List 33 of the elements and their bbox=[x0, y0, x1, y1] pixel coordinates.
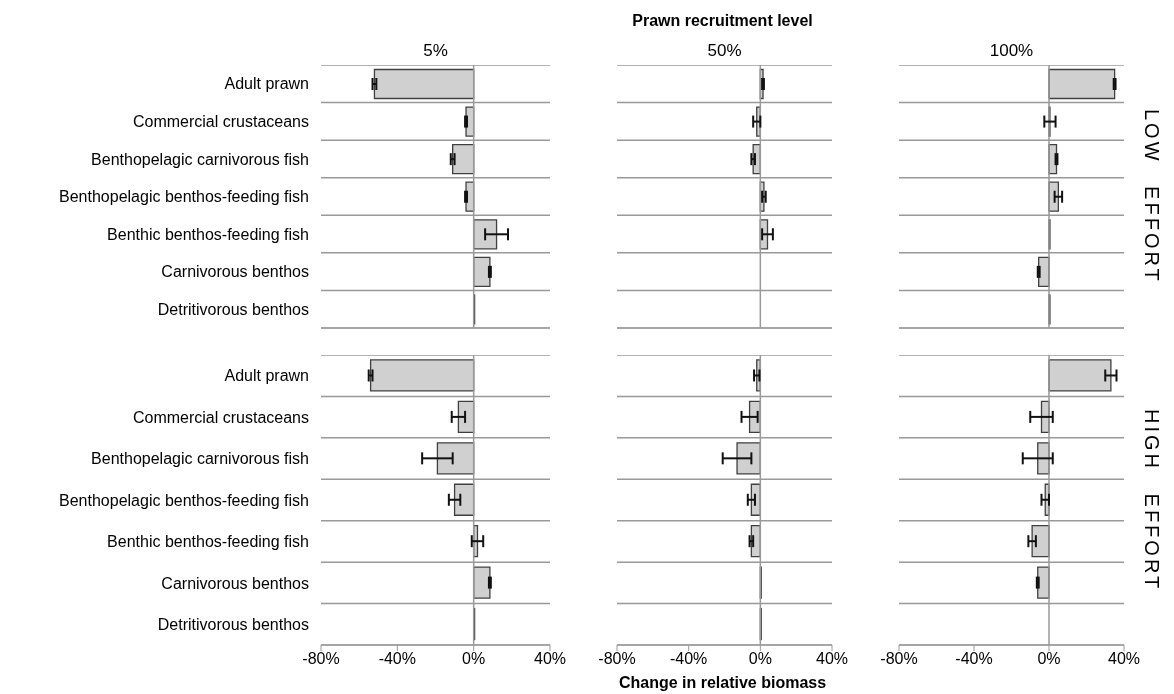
y-tick-label: Commercial crustaceans bbox=[132, 113, 309, 131]
y-tick-label: Benthic benthos-feeding fish bbox=[107, 225, 309, 243]
x-tick-label: -40% bbox=[669, 650, 708, 668]
y-tick-label: Adult prawn bbox=[224, 75, 309, 93]
chart-title: 100% bbox=[988, 41, 1035, 61]
x-axis-title: Change in relative biomass bbox=[617, 674, 828, 692]
chart-title: 50% bbox=[706, 41, 743, 61]
y-tick-label: Carnivorous benthos bbox=[161, 574, 309, 592]
y-tick-label: Benthic benthos-feeding fish bbox=[107, 533, 309, 551]
x-tick-label: -80% bbox=[598, 650, 636, 668]
x-tick-label: -80% bbox=[880, 650, 918, 668]
x-tick-label: 0% bbox=[462, 650, 486, 668]
y-tick-label: Benthopelagic benthos-feeding fish bbox=[59, 188, 309, 206]
y-tick-label: Carnivorous benthos bbox=[161, 263, 309, 281]
x-tick-label: 0% bbox=[1037, 650, 1061, 668]
y2-axis-title: LOW EFFORT bbox=[1139, 108, 1164, 286]
y-tick-label: Benthopelagic carnivorous fish bbox=[91, 450, 309, 468]
x-tick-label: -40% bbox=[955, 650, 993, 668]
y-tick-label: Detritivorous benthos bbox=[157, 300, 309, 318]
y-tick-label: Commercial crustaceans bbox=[132, 408, 309, 426]
y-tick-label: Detritivorous benthos bbox=[157, 615, 309, 633]
x-tick-label: 0% bbox=[748, 650, 772, 668]
y-tick-label: Adult prawn bbox=[224, 367, 309, 385]
chart-title: 5% bbox=[422, 41, 449, 61]
y-tick-label: Benthopelagic benthos-feeding fish bbox=[59, 491, 309, 509]
x-tick-label: 40% bbox=[815, 650, 849, 668]
y-tick-label: Benthopelagic carnivorous fish bbox=[91, 150, 309, 168]
x-tick-label: -40% bbox=[378, 650, 417, 668]
text: Prawn recruitment level bbox=[631, 12, 814, 30]
x-tick-label: 40% bbox=[1107, 650, 1141, 668]
x-tick-label: -80% bbox=[302, 650, 340, 668]
x-tick-label: 40% bbox=[533, 650, 567, 668]
y2-axis-title: HIGH EFFORT bbox=[1139, 407, 1164, 594]
